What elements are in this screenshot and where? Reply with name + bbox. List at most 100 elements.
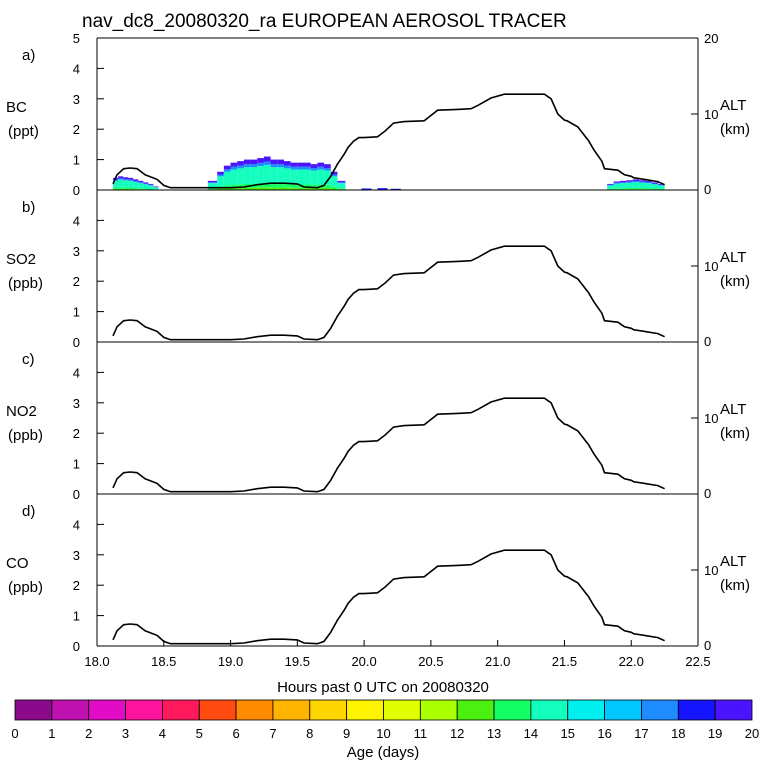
colorbar-tick-label: 16 bbox=[597, 726, 611, 741]
colorbar-tick-label: 0 bbox=[11, 726, 18, 741]
bc-seg3-bin-6-layer-4 bbox=[645, 180, 652, 183]
bc-seg2-tail-bin-1-layer-4 bbox=[337, 180, 346, 183]
alt-tick-label-10: 10 bbox=[704, 411, 718, 426]
bc-seg3-bin-7-layer-2 bbox=[651, 184, 659, 189]
bc-seg1-bin-4-layer-4 bbox=[133, 179, 139, 181]
colorbar-swatch bbox=[161, 699, 200, 721]
x-tick-label: 20.5 bbox=[418, 654, 443, 669]
bc-seg3-bin-7-layer-3 bbox=[651, 183, 659, 185]
bc-seg3-bin-6-layer-1 bbox=[645, 188, 652, 190]
y-tick-label: 2 bbox=[73, 274, 80, 289]
bc-seg3-bin-0-layer-1 bbox=[607, 188, 614, 190]
bc-seg1-bin-6-layer-3 bbox=[143, 183, 149, 185]
bc-seg2-bin-7-layer-4 bbox=[257, 158, 264, 163]
y-tick-label: 3 bbox=[73, 244, 80, 259]
alt-axis-label: ALT bbox=[720, 401, 746, 418]
bc-seg2-bin-16-layer-0 bbox=[317, 187, 325, 190]
bc-seg2-bin-12-layer-1 bbox=[290, 184, 298, 188]
alt-axis-units: (km) bbox=[720, 121, 750, 138]
bc-seg1-bin-7-layer-1 bbox=[148, 188, 154, 190]
bc-seg2-bin-17-layer-0 bbox=[324, 187, 331, 190]
bc-seg2-bin-10-layer-3 bbox=[277, 164, 284, 168]
bc-seg3-bin-8-layer-3 bbox=[658, 184, 665, 186]
bc-seg2-bin-6-layer-4 bbox=[250, 159, 258, 165]
bc-seg2-bin-8-layer-4 bbox=[263, 156, 271, 162]
alt-tick-label-10: 10 bbox=[704, 563, 718, 578]
bc-seg2-tail-bin-1-layer-1 bbox=[337, 188, 346, 190]
bc-seg2-bin-2-layer-1 bbox=[223, 185, 231, 189]
bc-seg1-bin-1-layer-3 bbox=[118, 178, 124, 180]
colorbar-tick-label: 8 bbox=[306, 726, 313, 741]
bc-seg1-bin-3-layer-3 bbox=[128, 179, 134, 181]
bc-seg2-bin-9-layer-0 bbox=[270, 187, 278, 190]
bc-seg2-bin-13-layer-0 bbox=[297, 187, 305, 190]
colorbar-tick-label: 14 bbox=[524, 726, 538, 741]
y-tick-label: 0 bbox=[73, 335, 80, 350]
bc-seg3-bin-4-layer-2 bbox=[632, 182, 640, 188]
bc-seg1-bin-0-layer-3 bbox=[113, 179, 119, 181]
altitude-line bbox=[112, 397, 665, 493]
bc-seg2-bin-16-layer-3 bbox=[317, 166, 325, 170]
bc-seg1-bin-2-layer-2 bbox=[123, 180, 129, 188]
alt-axis-label: ALT bbox=[720, 249, 746, 266]
bc-seg1-bin-8-layer-4 bbox=[153, 186, 159, 187]
species-label: NO2 bbox=[6, 403, 37, 420]
colorbar-swatch bbox=[198, 699, 237, 721]
species-label: CO bbox=[6, 555, 29, 572]
bc-seg2-bin-17-layer-2 bbox=[324, 170, 331, 185]
x-axis: Hours past 0 UTC on 20080320 18.0 18.5 19.… bbox=[84, 640, 711, 696]
colorbar-tick-label: 11 bbox=[414, 726, 428, 741]
bc-seg2-bin-4-layer-0 bbox=[237, 187, 244, 190]
colorbar-swatch bbox=[235, 699, 274, 721]
colorbar-tick-label: 20 bbox=[745, 726, 759, 741]
colorbar-tick-label: 17 bbox=[634, 726, 648, 741]
bc-seg2-bin-2-layer-3 bbox=[223, 169, 231, 172]
bc-seg2-bin-8-layer-3 bbox=[263, 161, 271, 165]
bc-seg1-bin-5-layer-3 bbox=[138, 182, 144, 184]
bc-seg3-bin-0-layer-2 bbox=[607, 185, 614, 189]
bc-seg2-bin-3-layer-1 bbox=[230, 184, 238, 188]
bc-seg1-bin-4-layer-1 bbox=[133, 187, 139, 190]
bc-seg2-bin-3-layer-3 bbox=[230, 166, 238, 170]
bc-seg2-bin-10-layer-1 bbox=[277, 183, 284, 188]
bc-seg1-bin-3-layer-2 bbox=[128, 180, 134, 188]
bc-seg2-tail-bin-0-layer-0 bbox=[330, 188, 338, 190]
colorbar: Age (days) 0 1 2 3 4 5 6 7 8 9 10 11 12 13 14 15 16 17 18 1… bbox=[11, 699, 759, 761]
bc-seg2-tail-bin-0-layer-4 bbox=[330, 171, 338, 175]
alt-tick-label-0: 0 bbox=[704, 638, 711, 653]
bc-seg2-bin-3-layer-0 bbox=[230, 187, 238, 190]
bc-seg1-bin-1-layer-1 bbox=[118, 187, 124, 189]
colorbar-swatch bbox=[677, 699, 716, 721]
species-units: (ppb) bbox=[8, 579, 43, 596]
bc-seg3-bin-2-layer-3 bbox=[619, 182, 627, 184]
bc-seg2-tail-bin-1-layer-2 bbox=[337, 183, 346, 189]
bc-seg2-bin-9-layer-1 bbox=[270, 183, 278, 188]
species-label: SO2 bbox=[6, 251, 36, 268]
bc-seg2-bin-12-layer-3 bbox=[290, 166, 298, 170]
bc-seg1-bin-6-layer-1 bbox=[143, 188, 149, 190]
bc-seg2-bin-4-layer-4 bbox=[237, 161, 244, 166]
bc-seg1-bin-4-layer-3 bbox=[133, 180, 139, 183]
colorbar-swatch bbox=[14, 699, 53, 721]
figure-title: nav_dc8_20080320_ra EUROPEAN AEROSOL TRA… bbox=[82, 11, 567, 32]
bc-seg2-bin-1-layer-2 bbox=[217, 176, 224, 187]
bc-seg1-bin-1-layer-2 bbox=[118, 179, 124, 188]
alt-tick-label-0: 0 bbox=[704, 182, 711, 197]
bc-seg1-bin-5-layer-2 bbox=[138, 183, 144, 189]
bc-seg2-tail-bin-0-layer-2 bbox=[330, 176, 338, 187]
colorbar-swatch bbox=[714, 699, 753, 721]
y-tick-label: 3 bbox=[73, 548, 80, 563]
alt-tick-label-0: 0 bbox=[704, 334, 711, 349]
bc-seg1-bin-2-layer-4 bbox=[123, 177, 129, 180]
bc-seg2-bin-0-layer-4 bbox=[207, 180, 218, 183]
bc-seg3-bin-5-layer-1 bbox=[639, 188, 646, 190]
colorbar-label: Age (days) bbox=[347, 744, 420, 761]
bc-seg2-bin-11-layer-0 bbox=[283, 187, 291, 190]
x-tick-label: 22.0 bbox=[619, 654, 644, 669]
y-tick-label: 4 bbox=[73, 61, 80, 76]
x-axis-label: Hours past 0 UTC on 20080320 bbox=[277, 679, 489, 696]
alt-axis-units: (km) bbox=[720, 577, 750, 594]
colorbar-tick-label: 5 bbox=[196, 726, 203, 741]
bc-seg3-bin-3-layer-3 bbox=[626, 181, 633, 183]
